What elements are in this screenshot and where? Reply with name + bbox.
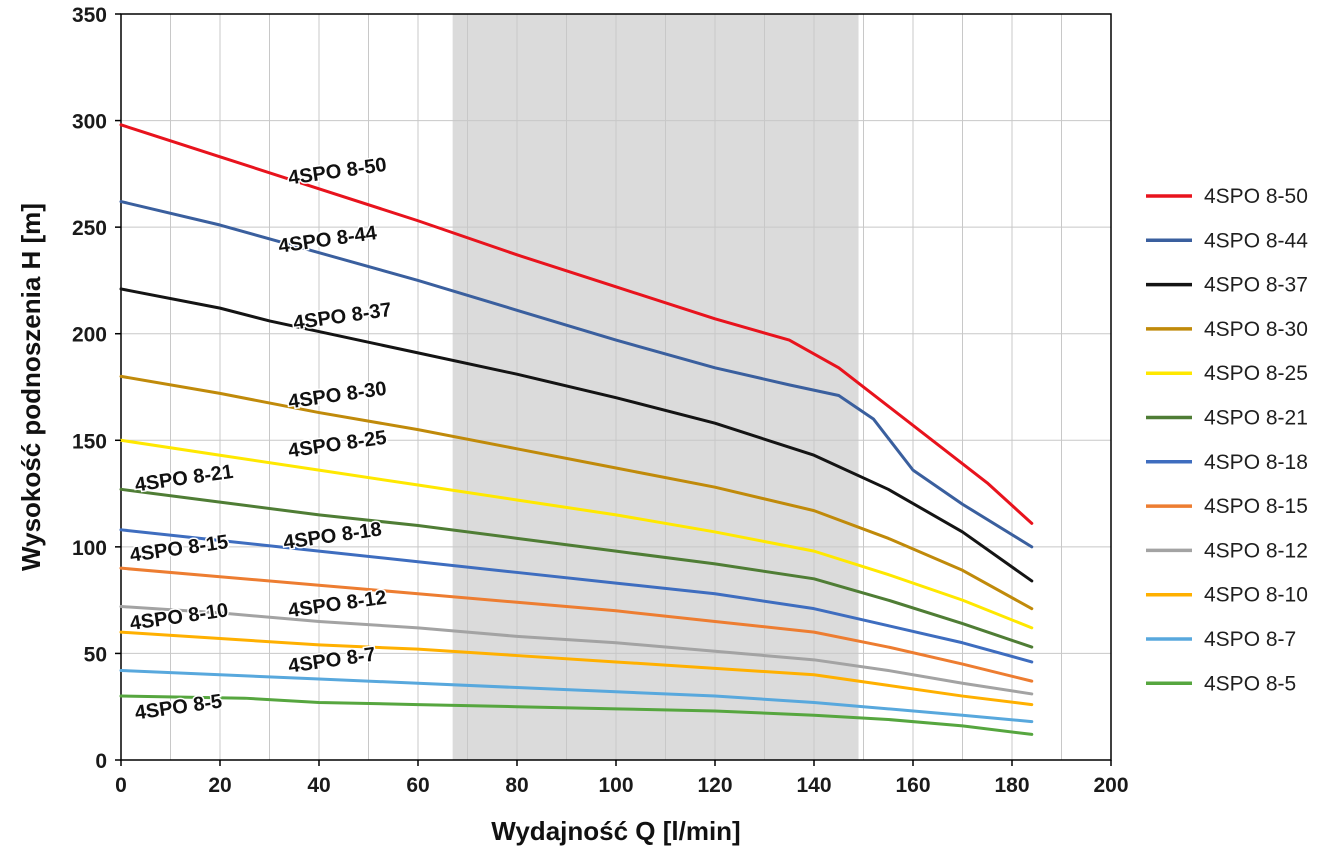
curve-label: 4SPO 8-18: [282, 518, 383, 554]
x-tick-label: 160: [895, 774, 930, 797]
axis-ticks-and-labels: 0 20 40 60 80 100 120 140 160 180 200 0 50 100 150 200 2…: [72, 4, 1129, 797]
y-tick-label: 250: [72, 217, 107, 240]
legend-item: 4SPO 8-18: [1146, 451, 1308, 474]
x-tick-label: 80: [505, 774, 528, 797]
y-tick-label: 300: [72, 111, 107, 134]
y-tick-label: 50: [84, 643, 107, 666]
series-line: [119, 668, 1034, 724]
x-tick-label: 60: [406, 774, 429, 797]
legend-label: 4SPO 8-44: [1204, 229, 1308, 252]
x-tick-label: 180: [994, 774, 1029, 797]
x-tick-label: 20: [208, 774, 231, 797]
legend-label: 4SPO 8-37: [1204, 274, 1308, 297]
legend-item: 4SPO 8-15: [1146, 495, 1308, 518]
legend-item: 4SPO 8-44: [1146, 229, 1308, 252]
legend-item: 4SPO 8-10: [1146, 584, 1308, 607]
y-tick-label: 100: [72, 537, 107, 560]
legend-label: 4SPO 8-12: [1204, 539, 1308, 562]
y-tick-label: 200: [72, 324, 107, 347]
legend-label: 4SPO 8-7: [1204, 628, 1296, 651]
x-tick-label: 120: [697, 774, 732, 797]
series-line: [119, 630, 1034, 707]
y-tick-label: 0: [95, 750, 107, 773]
legend-label: 4SPO 8-30: [1204, 318, 1308, 341]
x-tick-label: 200: [1093, 774, 1128, 797]
series-line: [119, 287, 1034, 583]
series-line: [119, 123, 1034, 525]
y-axis-title: Wysokość podnoszenia H [m]: [16, 203, 46, 571]
curve-label: 4SPO 8-21: [133, 461, 234, 497]
series-line: [119, 200, 1034, 549]
series-line: [119, 528, 1034, 664]
series-line: [119, 605, 1034, 696]
curve-label: 4SPO 8-25: [287, 427, 388, 463]
x-tick-label: 0: [115, 774, 127, 797]
legend-item: 4SPO 8-12: [1146, 539, 1308, 562]
legend-label: 4SPO 8-10: [1204, 584, 1308, 607]
legend-item: 4SPO 8-21: [1146, 407, 1308, 430]
x-tick-label: 40: [307, 774, 330, 797]
legend: 4SPO 8-50 4SPO 8-44 4SPO 8-37 4SPO 8-30 4SPO…: [1146, 185, 1308, 695]
x-tick-label: 100: [598, 774, 633, 797]
y-tick-label: 350: [72, 4, 107, 27]
legend-label: 4SPO 8-15: [1204, 495, 1308, 518]
series-line: [119, 438, 1034, 630]
legend-item: 4SPO 8-5: [1146, 672, 1296, 695]
series-line: [119, 566, 1034, 683]
legend-item: 4SPO 8-50: [1146, 185, 1308, 208]
legend-label: 4SPO 8-21: [1204, 407, 1308, 430]
curve-label: 4SPO 8-50: [287, 154, 388, 190]
curve-label: 4SPO 8-7: [287, 644, 377, 678]
legend-label: 4SPO 8-18: [1204, 451, 1308, 474]
series-line: [119, 374, 1034, 611]
gridlines: [121, 14, 1111, 760]
x-tick-label: 140: [796, 774, 831, 797]
series-line: [119, 694, 1034, 736]
legend-label: 4SPO 8-25: [1204, 362, 1308, 385]
legend-item: 4SPO 8-30: [1146, 318, 1308, 341]
y-tick-label: 150: [72, 430, 107, 453]
legend-label: 4SPO 8-50: [1204, 185, 1308, 208]
legend-item: 4SPO 8-7: [1146, 628, 1296, 651]
curve-label: 4SPO 8-37: [292, 299, 393, 335]
legend-label: 4SPO 8-5: [1204, 672, 1296, 695]
series-line: [119, 487, 1034, 649]
legend-item: 4SPO 8-25: [1146, 362, 1308, 385]
curve-label: 4SPO 8-10: [129, 599, 230, 635]
legend-item: 4SPO 8-37: [1146, 274, 1308, 297]
series-lines: [119, 123, 1034, 736]
x-axis-title: Wydajność Q [l/min]: [491, 816, 740, 846]
curve-label: 4SPO 8-12: [287, 587, 388, 623]
curve-label: 4SPO 8-30: [287, 378, 388, 414]
